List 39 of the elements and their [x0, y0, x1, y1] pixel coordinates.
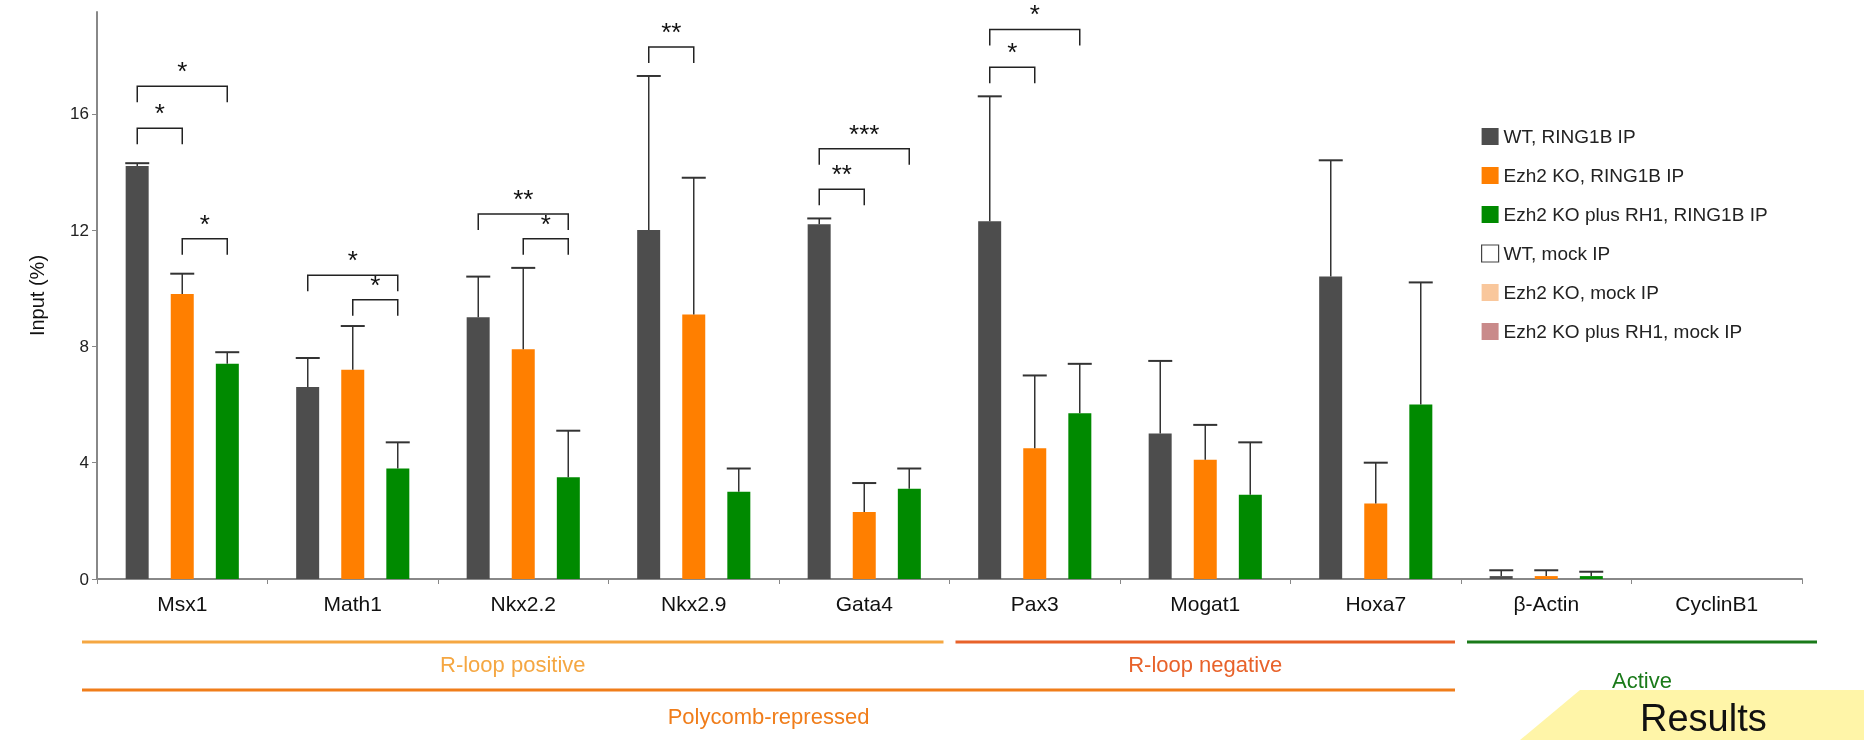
annotation: * [347, 245, 358, 276]
annotation: *** [849, 118, 880, 149]
text: Results [1640, 697, 1767, 739]
x-tick-label: Pax3 [1010, 592, 1059, 615]
annotation: * [177, 56, 188, 87]
annotation: * [199, 208, 210, 239]
annotation: ** [661, 16, 682, 47]
legend-label: Ezh2 KO plus RH1, mock IP [1503, 321, 1743, 342]
x-tick-label: Hoxa7 [1345, 592, 1407, 615]
x-tick-label: Math1 [323, 592, 382, 615]
annotation: * [370, 269, 381, 300]
x-tick-label: Gata4 [835, 592, 894, 615]
legend-label: Ezh2 KO plus RH1, RING1B IP [1503, 204, 1768, 225]
annotation: * [1029, 0, 1040, 30]
legend-label: WT, RING1B IP [1503, 126, 1636, 147]
x-tick-label: Nkx2.2 [490, 592, 556, 615]
y-tick-label: 16 [70, 104, 89, 124]
annotation: ** [831, 159, 852, 190]
x-tick-label: CyclinB1 [1675, 592, 1759, 615]
annotation: ** [513, 184, 534, 215]
text: Polycomb-repressed [667, 703, 870, 729]
legend-label: Ezh2 KO, RING1B IP [1503, 165, 1685, 186]
text: R-loop negative [1128, 651, 1283, 677]
text: R-loop positive [439, 651, 586, 677]
y-tick-label: 8 [79, 336, 89, 356]
text: Active [1612, 667, 1672, 693]
x-tick-label: β-Actin [1513, 592, 1580, 615]
y-axis-title: Input (%) [26, 254, 48, 337]
y-tick-label: 4 [79, 453, 89, 473]
x-tick-label: Msx1 [157, 592, 208, 615]
legend-label: Ezh2 KO, mock IP [1503, 282, 1659, 303]
legend-label: WT, mock IP [1503, 243, 1611, 264]
annotation: * [1007, 37, 1018, 68]
annotation: * [154, 98, 165, 129]
annotation: * [540, 208, 551, 239]
x-tick-label: Nkx2.9 [661, 592, 727, 615]
x-tick-label: Mogat1 [1170, 592, 1241, 615]
y-tick-label: 0 [79, 569, 89, 589]
y-tick-label: 12 [70, 220, 89, 240]
